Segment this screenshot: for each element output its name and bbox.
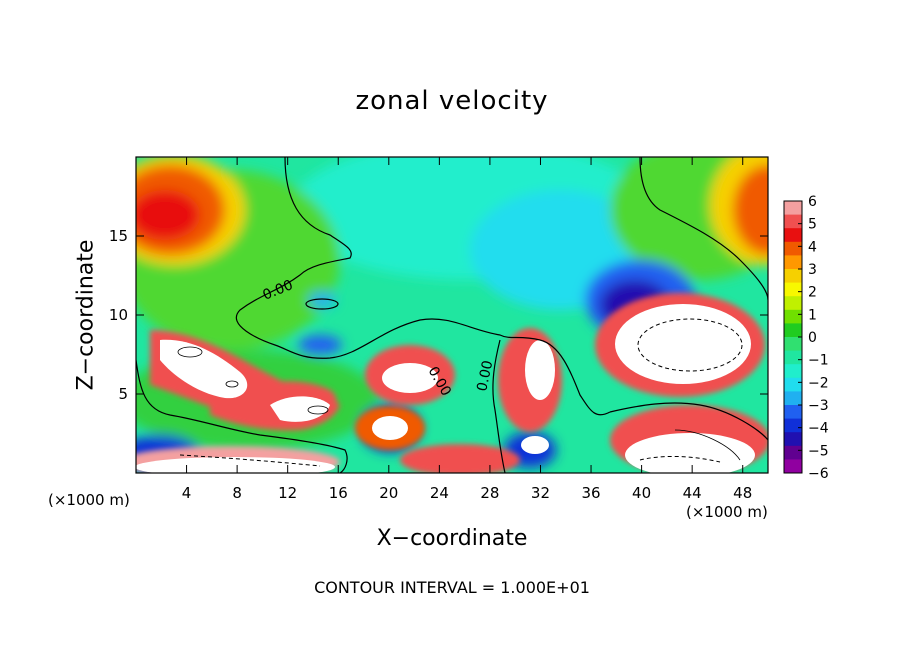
colorbar-tick-label: 4 [808,239,817,255]
x-tick-label: 28 [480,484,499,502]
colorbar-swatch [784,282,802,297]
x-tick-label: 16 [329,484,348,502]
z-unit-label: (×1000 m) [48,491,130,509]
colorbar: 6 5 4 3 2 1 0 −1 −2 −3 −4 −5 −6 [783,194,829,482]
y-axis-label: Z−coordinate [73,239,99,391]
colorbar-tick-label: 2 [808,285,817,301]
x-tick-label: 24 [430,484,449,502]
colorbar-tick-label: 6 [808,194,817,210]
colorbar-swatch [784,255,802,270]
colorbar-tick-label: 0 [808,330,817,346]
colorbar-swatch [784,377,802,392]
colorbar-swatch [784,432,802,447]
colorbar-swatch [784,241,802,256]
colorbar-swatch [784,309,802,324]
y-tick-label: 10 [109,306,128,324]
x-tick-label: 20 [379,484,398,502]
colorbar-swatch [784,337,802,352]
colorbar-tick-label: −2 [808,375,829,391]
x-unit-label: (×1000 m) [686,503,768,521]
y-tick-label: 5 [118,385,128,403]
contour-interval: CONTOUR INTERVAL = 1.000E+01 [314,578,590,597]
colorbar-swatch [784,269,802,284]
colorbar-swatch [784,445,802,460]
colorbar-swatch [784,350,802,365]
x-axis: 4 8 12 16 20 24 28 32 36 40 44 48 [182,157,752,502]
colorbar-swatch [784,228,802,243]
x-tick-label: 40 [632,484,651,502]
colorbar-tick-label: 1 [808,307,817,323]
colorbar-tick-label: 3 [808,262,817,278]
colorbar-swatch [784,296,802,311]
chart-title: zonal velocity [355,86,549,116]
x-tick-label: 8 [232,484,242,502]
colorbar-swatch [784,323,802,338]
colorbar-tick-label: −5 [808,443,829,459]
x-tick-label: 44 [683,484,702,502]
colorbar-swatch [784,364,802,379]
y-tick-label: 15 [109,227,128,245]
x-axis-label: X−coordinate [376,526,528,551]
colorbar-swatch [784,405,802,420]
colorbar-swatch [784,201,802,216]
colorbar-tick-label: −1 [808,353,829,369]
x-tick-label: 36 [581,484,600,502]
contour-label: 0.00 [474,359,496,393]
colorbar-tick-label: −4 [808,421,829,437]
x-tick-label: 12 [278,484,297,502]
colorbar-tick-label: 5 [808,217,817,233]
colorbar-tick-label: −6 [808,466,829,482]
y-axis: 5 10 15 [109,227,768,403]
colorbar-swatch [784,418,802,433]
x-tick-label: 32 [531,484,550,502]
x-tick-label: 4 [182,484,192,502]
colorbar-tick-label: −3 [808,398,829,414]
colorbar-swatch [784,214,802,229]
x-tick-label: 48 [733,484,752,502]
heatmap-field [136,157,768,473]
colorbar-swatch [784,391,802,406]
colorbar-swatch [784,459,802,474]
